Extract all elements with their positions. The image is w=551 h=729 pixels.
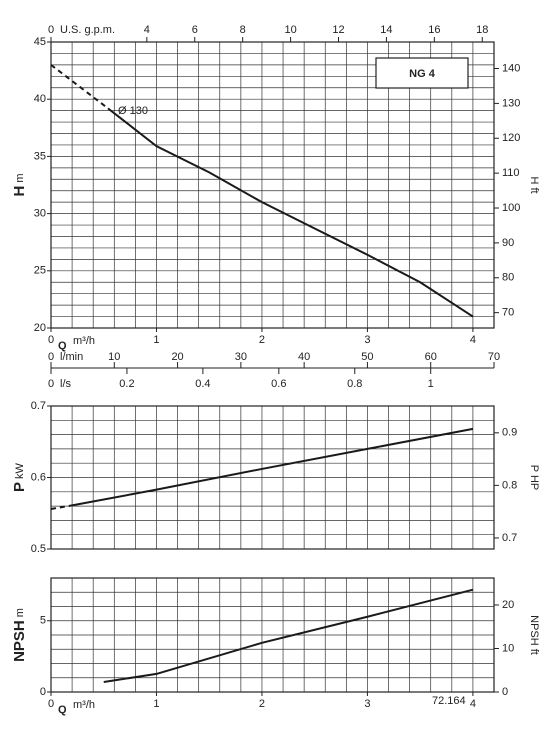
y2-tick-label: 100 <box>502 202 520 214</box>
extra-tick-label: 0.6 <box>271 378 286 390</box>
curve <box>50 504 73 510</box>
extra-axis-label: l/s <box>60 378 72 390</box>
top-tick-label: 0 <box>48 24 54 36</box>
y2-tick-label: 90 <box>502 237 514 249</box>
y2-tick-label: 70 <box>502 307 514 319</box>
top-tick-label: 12 <box>332 24 344 36</box>
extra-tick-label: 0.2 <box>119 378 134 390</box>
y2-tick-label: 80 <box>502 272 514 284</box>
extra-axis-label: l/min <box>60 351 83 363</box>
y-axis-unit: kW <box>14 462 26 479</box>
x-tick-label: 3 <box>364 698 370 710</box>
figure-note: 72.164 <box>432 695 466 707</box>
y-tick-label: 5 <box>40 615 46 627</box>
extra-tick-label: 20 <box>171 351 183 363</box>
extra-tick-label: 70 <box>488 351 500 363</box>
y2-axis-label: NPSH ft <box>528 615 540 655</box>
y2-tick-label: 130 <box>502 97 520 109</box>
title-box <box>375 57 469 89</box>
y2-tick-label: 120 <box>502 132 520 144</box>
y-tick-label: 0.6 <box>31 471 46 483</box>
x-tick-label: 2 <box>259 334 265 346</box>
x-tick-label: 0 <box>48 334 54 346</box>
top-tick-label: 8 <box>240 24 246 36</box>
x-tick-label: 1 <box>153 698 159 710</box>
extra-tick-label: 40 <box>298 351 310 363</box>
top-tick-label: 16 <box>428 24 440 36</box>
y-axis-label: Hm <box>11 173 28 196</box>
extra-tick-label: 0 <box>48 378 54 390</box>
top-tick-label: 14 <box>380 24 392 36</box>
curve <box>103 588 474 684</box>
y-tick-label: 0.5 <box>31 543 46 555</box>
top-tick-label: 4 <box>144 24 150 36</box>
top-axis-label: U.S. g.p.m. <box>60 24 115 36</box>
x-axis-unit: m³/h <box>73 335 95 347</box>
y2-axis-label: H ft <box>528 176 540 193</box>
y-axis-symbol: NPSH <box>11 620 28 662</box>
extra-tick-label: 10 <box>108 351 120 363</box>
x-tick-label: 4 <box>470 698 476 710</box>
curve <box>50 64 109 110</box>
plot-frame <box>50 577 495 693</box>
top-tick-label: 18 <box>476 24 488 36</box>
y-axis-label: PkW <box>11 462 28 492</box>
curve <box>71 427 474 507</box>
x-axis-symbol: Q <box>58 340 67 352</box>
y-tick-label: 20 <box>34 322 46 334</box>
y-axis-label: NPSH m <box>11 608 28 662</box>
x-tick-label: 4 <box>470 334 476 346</box>
y-tick-label: 25 <box>34 265 46 277</box>
extra-tick-label: 0.8 <box>347 378 362 390</box>
y-axis-unit: m <box>14 173 26 182</box>
y2-tick-label: 0.9 <box>502 427 517 439</box>
y2-tick-label: 110 <box>502 167 520 179</box>
x-tick-label: 2 <box>259 698 265 710</box>
extra-tick-label: 0 <box>48 351 54 363</box>
y-tick-label: 30 <box>34 208 46 220</box>
y2-tick-label: 0 <box>502 686 508 698</box>
y-tick-label: 40 <box>34 93 46 105</box>
top-tick-label: 6 <box>192 24 198 36</box>
y-tick-label: 0 <box>40 686 46 698</box>
x-tick-label: 1 <box>153 334 159 346</box>
curve-annotation: Ø 130 <box>118 105 148 117</box>
y-tick-label: 0.7 <box>31 400 46 412</box>
y2-axis-label: P HP <box>528 465 540 490</box>
y2-tick-label: 0.8 <box>502 479 517 491</box>
y2-tick-label: 140 <box>502 62 520 74</box>
y-tick-label: 35 <box>34 150 46 162</box>
x-tick-label: 0 <box>48 698 54 710</box>
plot-frame <box>50 41 495 329</box>
curve <box>107 107 474 318</box>
extra-tick-label: 30 <box>235 351 247 363</box>
chart-title: NG 4 <box>409 68 436 80</box>
y-axis-unit: m <box>14 608 26 617</box>
extra-tick-label: 1 <box>428 378 434 390</box>
top-tick-label: 10 <box>284 24 296 36</box>
y2-tick-label: 20 <box>502 599 514 611</box>
x-axis-unit: m³/h <box>73 699 95 711</box>
y2-tick-label: 10 <box>502 642 514 654</box>
x-axis-symbol: Q <box>58 704 67 716</box>
y-axis-symbol: P <box>11 482 28 492</box>
extra-tick-label: 50 <box>361 351 373 363</box>
y2-tick-label: 0.7 <box>502 532 517 544</box>
extra-tick-label: 0.4 <box>195 378 210 390</box>
extra-tick-label: 60 <box>425 351 437 363</box>
y-axis-symbol: H <box>11 186 28 197</box>
x-tick-label: 3 <box>364 334 370 346</box>
y-tick-label: 45 <box>34 36 46 48</box>
